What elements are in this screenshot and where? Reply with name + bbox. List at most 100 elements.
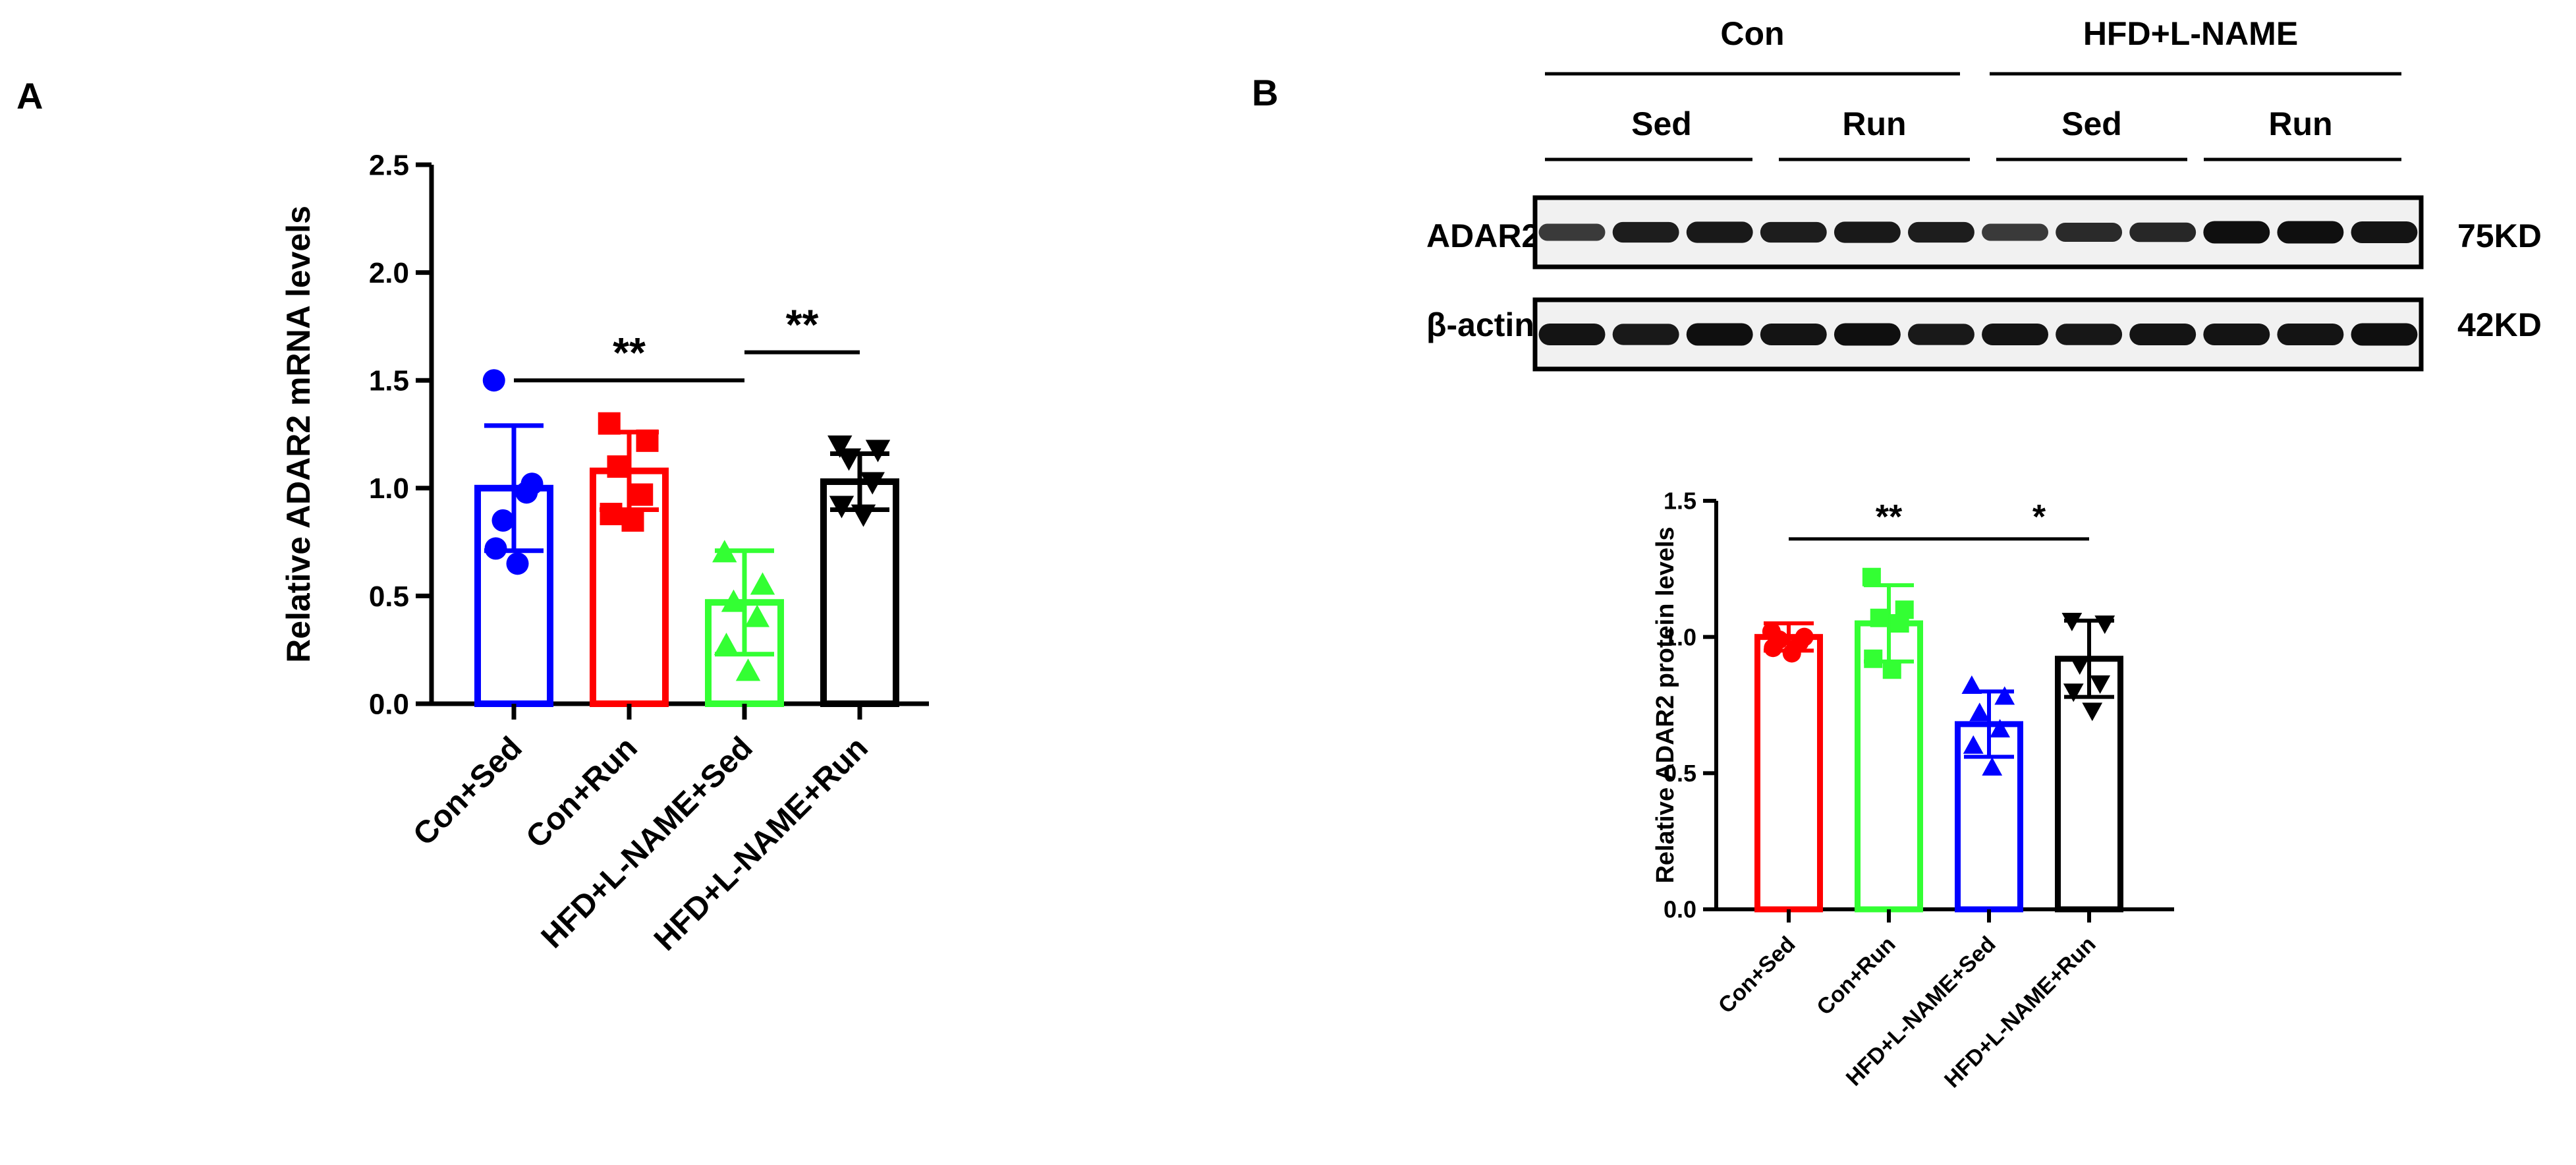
charta-data-point	[860, 472, 885, 495]
blot-band	[1538, 323, 1606, 346]
blot-band	[1538, 223, 1606, 241]
chartb-y-tick-label: 0.5	[1664, 760, 1696, 787]
blot-band	[1982, 323, 2048, 346]
blot-band	[2351, 323, 2418, 346]
chartb-y-tick-label: 1.5	[1664, 488, 1696, 515]
chartb-y-tick-label: 1.0	[1664, 623, 1696, 650]
blot-band	[2277, 221, 2344, 244]
blot-band	[1612, 221, 1679, 243]
blot-band	[1908, 324, 1974, 345]
chartb-data-point	[2082, 702, 2103, 722]
charta-category-label: HFD+L-NAME+Run	[648, 730, 875, 957]
chartb-data-point	[1764, 639, 1783, 658]
charta-data-point	[714, 633, 739, 656]
charta-data-point	[721, 589, 746, 612]
blot-band	[1982, 223, 2048, 241]
charta-data-point	[836, 448, 862, 471]
charta-data-point	[829, 496, 854, 519]
blot-band	[2351, 221, 2418, 244]
chartb-y-tick-label: 0.0	[1664, 896, 1696, 923]
charta-data-point	[851, 504, 876, 527]
charta-data-point	[865, 440, 891, 463]
charta-data-point	[598, 412, 621, 435]
chart-a-mrna: 0.0 0.5 1.0 1.5 2.0 2.5 Relative ADAR2 mRNA le…	[280, 149, 929, 957]
blot-band	[2203, 221, 2270, 244]
blot-subgroup-hfd-run: Run	[2268, 105, 2332, 142]
blot-strip	[1532, 195, 2424, 270]
chartb-data-point	[1994, 686, 2015, 705]
chartb-data-point	[1882, 660, 1901, 679]
panel-a-letter: A	[16, 75, 43, 117]
charta-y-tick-label: 0.0	[369, 688, 409, 720]
blot-row-weight-adar2: 75KD	[2457, 217, 2542, 254]
blot-group-hfd: HFD+L-NAME	[2083, 15, 2298, 52]
chartb-data-point	[2063, 683, 2084, 702]
blot-subgroup-con-run: Run	[1842, 105, 1906, 142]
charta-data-point	[621, 509, 644, 532]
chartb-data-point	[1862, 567, 1881, 586]
blot-band	[1686, 221, 1753, 243]
charta-significance-label: **	[786, 301, 819, 349]
charta-data-point	[630, 483, 654, 506]
charta-data-point	[735, 658, 761, 681]
blot-row-label-actin: β-actin	[1426, 306, 1534, 343]
charta-y-tick-label: 2.0	[369, 257, 409, 289]
blot-band	[2129, 222, 2197, 242]
chartb-data-point	[1969, 702, 1990, 722]
panel-b-letter: B	[1252, 72, 1278, 113]
blot-band	[2056, 324, 2123, 345]
western-blot: Con HFD+L-NAME Sed Run Sed Run ADAR2 β-a…	[1426, 15, 2542, 372]
charta-data-point	[491, 509, 515, 532]
chart-b-protein: 0.0 0.5 1.0 1.5 Relative ADAR2 protein level…	[1652, 488, 2174, 1093]
blot-band	[2056, 223, 2123, 242]
charta-category-label: Con+Run	[520, 730, 644, 855]
charta-data-point	[482, 369, 505, 392]
charta-category-label: HFD+L-NAME+Sed	[535, 730, 760, 955]
charta-data-point	[744, 604, 770, 627]
chartb-significance-label: *	[2032, 498, 2046, 536]
blot-group-con: Con	[1720, 15, 1784, 52]
blot-band	[2203, 323, 2270, 346]
charta-significance-label: **	[613, 329, 646, 376]
blot-band	[1760, 221, 1827, 243]
chartb-data-point	[2069, 656, 2090, 675]
blot-band	[1834, 323, 1901, 346]
charta-data-point	[827, 435, 853, 458]
chartb-bar	[1754, 634, 1823, 913]
charta-y-axis-label: Relative ADAR2 mRNA levels	[280, 206, 317, 663]
charta-data-point	[750, 572, 775, 595]
charta-data-point	[607, 455, 630, 478]
blot-strip	[1532, 297, 2424, 372]
blot-strips	[1532, 195, 2424, 372]
blot-band	[1760, 323, 1827, 346]
chartb-data-point	[1990, 719, 2011, 738]
blot-subgroup-con-sed: Sed	[1631, 105, 1692, 142]
blot-row-label-adar2: ADAR2	[1426, 217, 1540, 254]
blot-band	[2129, 323, 2197, 346]
charta-data-point	[600, 503, 623, 526]
blot-band	[1908, 221, 1974, 243]
chartb-significance-label: **	[1876, 498, 1903, 536]
chartb-data-point	[1963, 735, 1984, 754]
charta-data-point	[712, 540, 737, 563]
chartb-category-label: Con+Sed	[1714, 932, 1801, 1019]
chartb-data-point	[2090, 675, 2111, 695]
blot-row-weight-actin: 42KD	[2457, 306, 2542, 343]
chartb-y-axis-label: Relative ADAR2 protein levels	[1652, 526, 1679, 883]
blot-subgroup-hfd-sed: Sed	[2061, 105, 2122, 142]
blot-band	[2277, 323, 2344, 346]
charta-category-label: Con+Sed	[406, 730, 529, 853]
chartb-data-point	[1782, 644, 1801, 663]
charta-data-point	[636, 429, 659, 452]
chartb-data-point	[1890, 614, 1909, 633]
blot-band	[1686, 323, 1753, 346]
chartb-data-point	[1982, 756, 2003, 776]
chartb-data-point	[1961, 675, 1982, 694]
charta-data-point	[506, 552, 529, 575]
charta-y-tick-label: 1.0	[369, 472, 409, 505]
blot-band	[1612, 324, 1679, 345]
chartb-data-point	[2094, 615, 2115, 635]
chartb-data-point	[1870, 608, 1889, 627]
charta-data-point	[515, 481, 538, 504]
charta-y-tick-label: 1.5	[369, 365, 409, 397]
